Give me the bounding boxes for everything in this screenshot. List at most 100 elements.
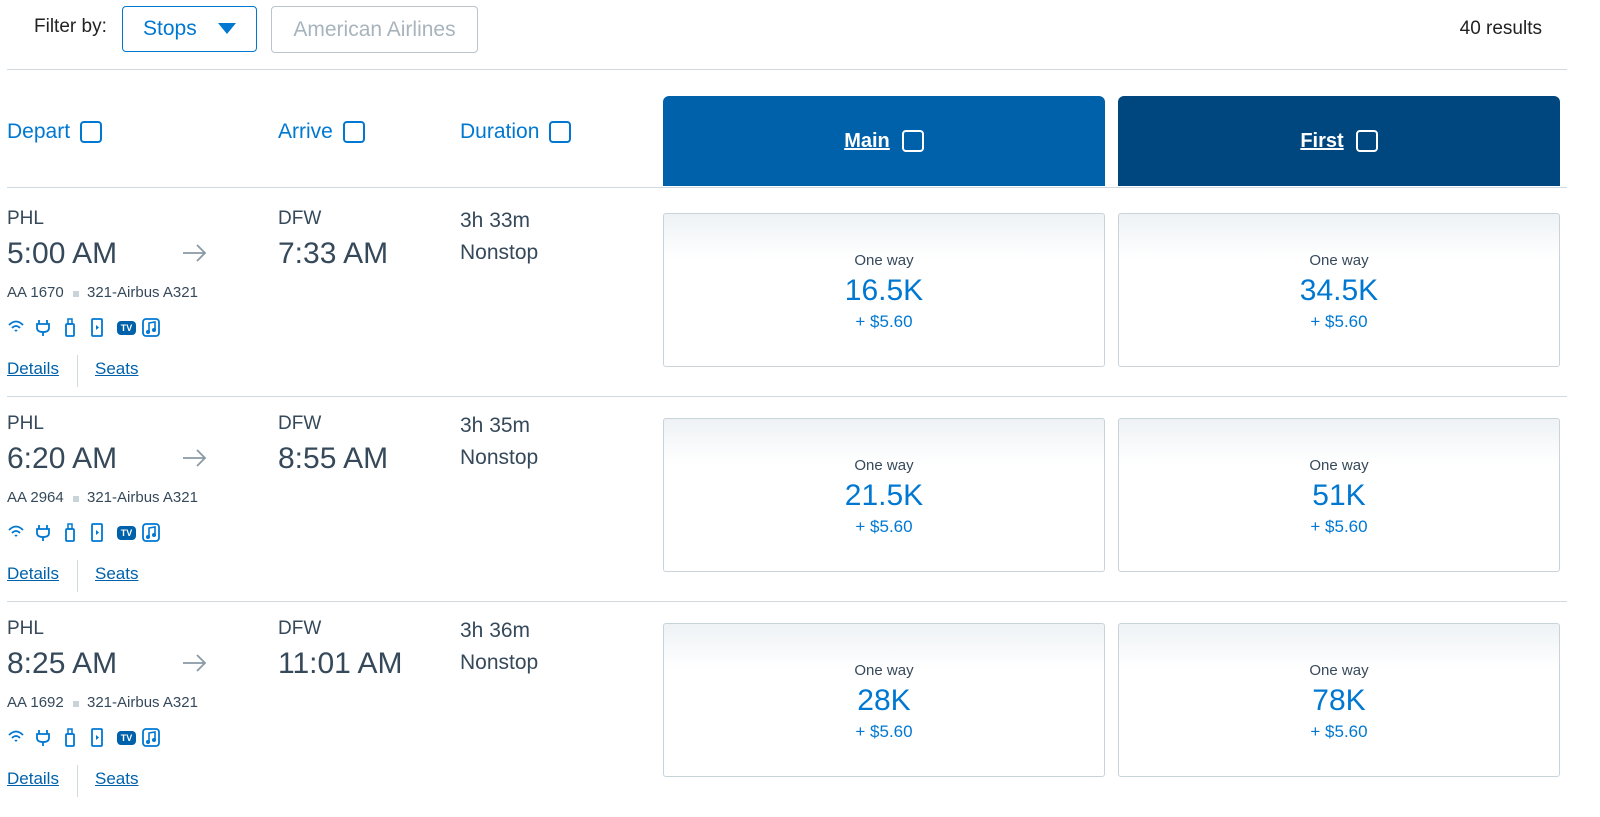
stops-text: Stops (143, 17, 197, 40)
flight-row: PHL 8:25 AM AA 1692 321-Airbus A321 TV Detail… (0, 597, 1600, 802)
origin: PHL (7, 618, 44, 639)
separator-dot (73, 701, 79, 707)
dropdown-arrow (218, 23, 236, 34)
results-count: 40 results (1459, 18, 1542, 39)
entertainment-icon (88, 523, 107, 548)
flight-row: PHL 5:00 AM AA 1670 321-Airbus A321 TV Detail… (0, 187, 1600, 397)
first-title: First (1300, 129, 1344, 152)
arrive-time: 8:55 AM (278, 442, 389, 475)
filter-label: Filter by: (34, 16, 107, 37)
stops: Nonstop (460, 241, 539, 264)
fare-price: 21.5K (844, 479, 924, 512)
fare-option[interactable]: One way 16.5K + $5.60 (663, 213, 1105, 367)
arrow (182, 653, 208, 678)
fare-label: One way (854, 252, 914, 269)
usb-icon (61, 523, 80, 548)
depart-sort[interactable]: Depart (7, 120, 103, 144)
flight-link[interactable]: Details (7, 769, 59, 788)
sort-icon (1355, 130, 1378, 152)
arrive-time: 11:01 AM (278, 647, 403, 680)
arrow (182, 448, 208, 473)
fare-label: One way (1309, 252, 1369, 269)
flight-link[interactable]: Details (7, 564, 59, 583)
fare-label: One way (1309, 662, 1369, 679)
fare-option[interactable]: One way 51K + $5.60 (1118, 418, 1560, 572)
music-icon (142, 728, 161, 753)
destination: DFW (278, 413, 322, 434)
destination: DFW (278, 618, 322, 639)
fare-option[interactable]: One way 34.5K + $5.60 (1118, 213, 1560, 367)
origin: PHL (7, 208, 44, 229)
music-icon (142, 523, 161, 548)
divider (7, 187, 1567, 188)
fare-option[interactable]: One way 78K + $5.60 (1118, 623, 1560, 777)
arrive-sort[interactable]: Arrive (278, 120, 365, 144)
sort-icon (549, 121, 572, 143)
divider (7, 396, 1567, 397)
airline-filter[interactable]: American Airlines (271, 6, 478, 53)
destination: DFW (278, 208, 322, 229)
duration-header: Duration (460, 120, 540, 143)
main-title: Main (844, 129, 890, 152)
wifi-icon (7, 728, 26, 753)
fare-option[interactable]: One way 28K + $5.60 (663, 623, 1105, 777)
flight-link[interactable]: Seats (95, 769, 139, 788)
power-icon (34, 523, 53, 548)
main-header[interactable]: Main (663, 96, 1105, 186)
fare-fee: + $5.60 (855, 722, 913, 741)
tv-icon: TV (117, 731, 136, 745)
sort-icon (80, 121, 103, 143)
wifi-icon (7, 318, 26, 343)
airline-text: American Airlines (293, 17, 456, 41)
first-header[interactable]: First (1118, 96, 1560, 186)
sort-icon (342, 121, 365, 143)
fare-label: One way (854, 662, 914, 679)
duration: 3h 36m (460, 619, 531, 642)
flight-link[interactable]: Details (7, 359, 59, 378)
aircraft: 321-Airbus A321 (87, 694, 198, 711)
power-icon (34, 728, 53, 753)
fare-price: 51K (1312, 479, 1366, 512)
fare-label: One way (854, 457, 914, 474)
depart-time: 5:00 AM (7, 237, 118, 270)
wifi-icon (7, 523, 26, 548)
flight-row: PHL 6:20 AM AA 2964 321-Airbus A321 TV Detail… (0, 392, 1600, 602)
stops: Nonstop (460, 651, 539, 674)
arrive-time: 7:33 AM (278, 237, 389, 270)
duration: 3h 35m (460, 414, 531, 437)
flight-number: AA 2964 (7, 489, 64, 506)
fare-price: 16.5K (844, 274, 924, 307)
aircraft: 321-Airbus A321 (87, 489, 198, 506)
usb-icon (61, 728, 80, 753)
entertainment-icon (88, 318, 107, 343)
music-icon (142, 318, 161, 343)
depart-time: 8:25 AM (7, 647, 118, 680)
fare-option[interactable]: One way 21.5K + $5.60 (663, 418, 1105, 572)
tv-icon: TV (117, 526, 136, 540)
depart-time: 6:20 AM (7, 442, 118, 475)
origin: PHL (7, 413, 44, 434)
fare-price: 34.5K (1299, 274, 1379, 307)
link-divider (77, 355, 78, 387)
fare-label: One way (1309, 457, 1369, 474)
fare-price: 28K (857, 684, 911, 717)
usb-icon (61, 318, 80, 343)
entertainment-icon (88, 728, 107, 753)
flight-link[interactable]: Seats (95, 564, 139, 583)
flight-link[interactable]: Seats (95, 359, 139, 378)
fare-fee: + $5.60 (855, 312, 913, 331)
flight-number: AA 1670 (7, 284, 64, 301)
separator-dot (73, 291, 79, 297)
power-icon (34, 318, 53, 343)
link-divider (77, 560, 78, 592)
fare-fee: + $5.60 (1310, 312, 1368, 331)
arrive-header: Arrive (278, 120, 333, 143)
arrow (182, 243, 208, 268)
duration-sort[interactable]: Duration (460, 120, 572, 144)
tv-icon: TV (117, 321, 136, 335)
aircraft: 321-Airbus A321 (87, 284, 198, 301)
divider (7, 601, 1567, 602)
stops-dropdown[interactable]: Stops (122, 6, 257, 52)
duration: 3h 33m (460, 209, 531, 232)
